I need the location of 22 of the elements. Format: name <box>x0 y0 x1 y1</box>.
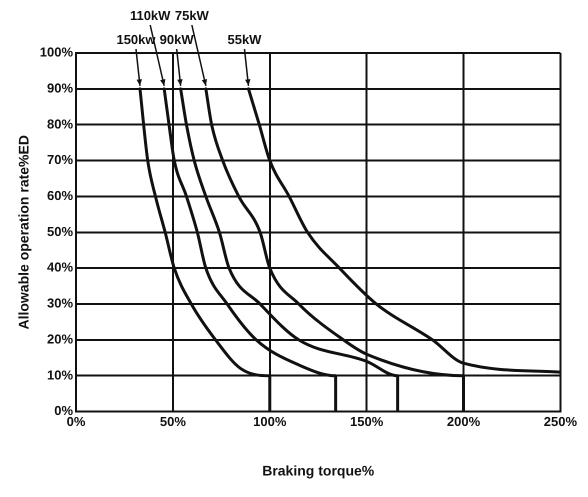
x-tick-label: 100% <box>253 414 287 429</box>
y-tick-label: 60% <box>47 188 74 204</box>
text: 75kW <box>174 8 210 24</box>
x-axis-title: Braking torque% <box>262 462 375 478</box>
text: 55kW <box>227 32 262 48</box>
text: 90kW <box>160 32 194 48</box>
x-tick-label: 50% <box>160 414 186 429</box>
y-tick-label: 90% <box>47 80 74 96</box>
text: 110kW <box>130 8 172 24</box>
y-tick-label: 30% <box>47 296 74 311</box>
y-tick-label: 10% <box>47 367 74 382</box>
y-tick-label: 40% <box>47 260 74 275</box>
y-axis-title: Allowable operation rate%ED <box>15 135 32 330</box>
x-tick-label: 0% <box>66 414 86 429</box>
x-tick-label: 200% <box>446 414 481 429</box>
y-tick-label: 20% <box>47 331 74 346</box>
y-tick-label: 80% <box>47 116 74 132</box>
x-tick-label: 250% <box>544 414 578 429</box>
y-tick-label: 50% <box>47 224 74 239</box>
y-tick-label: 100% <box>40 44 74 60</box>
y-tick-label: 70% <box>47 152 74 168</box>
x-tick-label: 150% <box>350 414 384 429</box>
